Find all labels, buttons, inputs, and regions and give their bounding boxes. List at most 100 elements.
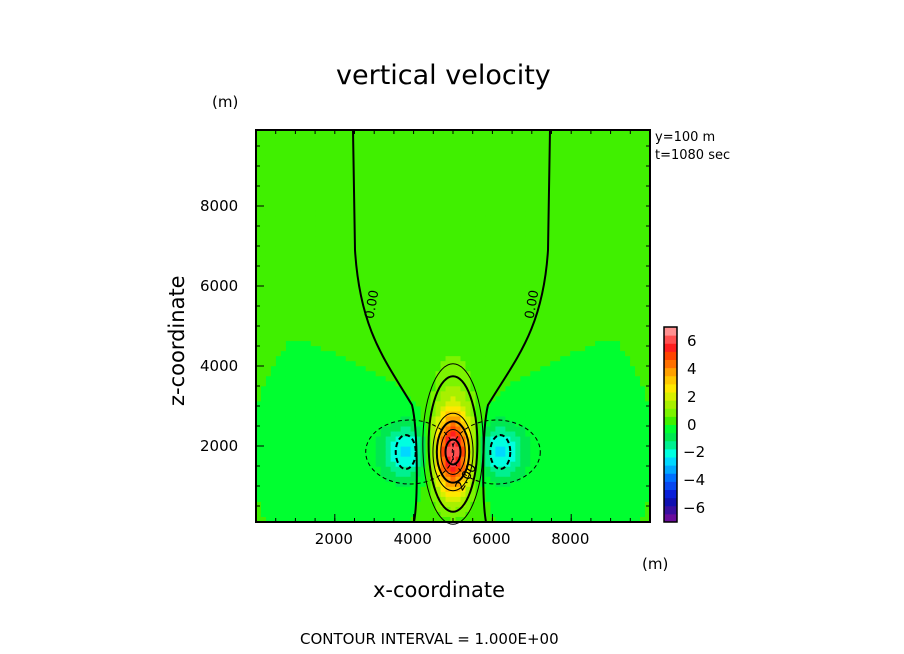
field-cell	[510, 436, 516, 443]
field-cell	[380, 135, 387, 141]
field-cell	[485, 225, 492, 232]
annotation-y: y=100 m	[655, 130, 716, 145]
field-cell	[490, 366, 496, 372]
field-cell	[390, 431, 397, 438]
field-cell	[370, 160, 377, 166]
field-cell	[445, 225, 452, 232]
field-cell	[270, 170, 277, 176]
field-cell	[570, 135, 576, 141]
field-cell	[265, 421, 272, 428]
field-cell	[405, 351, 412, 357]
field-cell	[445, 210, 452, 217]
field-cell	[550, 451, 556, 458]
field-cell	[300, 436, 307, 443]
field-cell	[280, 356, 287, 362]
field-cell	[310, 180, 317, 186]
field-cell	[510, 295, 516, 302]
field-cell	[565, 381, 571, 387]
field-cell	[470, 225, 477, 232]
field-cell	[395, 235, 402, 242]
field-cell	[300, 441, 307, 448]
field-cell	[365, 496, 372, 503]
field-cell	[555, 401, 561, 408]
field-cell	[395, 471, 402, 478]
field-cell	[315, 195, 322, 201]
field-cell	[510, 280, 516, 287]
field-cell	[505, 310, 511, 317]
field-cell	[270, 351, 277, 357]
field-cell	[310, 205, 317, 212]
field-cell	[305, 346, 312, 352]
field-cell	[290, 511, 297, 518]
field-cell	[370, 250, 377, 257]
field-cell	[395, 160, 402, 166]
field-cell	[435, 320, 442, 327]
field-cell	[295, 200, 302, 206]
field-cell	[445, 130, 452, 136]
field-cell	[370, 411, 377, 418]
field-cell	[530, 511, 536, 518]
field-cell	[345, 341, 352, 347]
field-cell	[405, 175, 412, 181]
field-cell	[490, 295, 496, 302]
field-cell	[280, 481, 287, 488]
field-cell	[435, 396, 442, 402]
field-cell	[435, 300, 442, 307]
field-cell	[270, 416, 277, 423]
field-cell	[450, 155, 457, 161]
field-cell	[425, 260, 432, 267]
field-cell	[370, 255, 377, 262]
field-cell	[305, 255, 312, 262]
field-cell	[465, 366, 472, 372]
field-cell	[400, 421, 407, 428]
field-cell	[540, 511, 546, 518]
field-cell	[490, 170, 496, 176]
field-cell	[520, 160, 526, 166]
field-cell	[420, 416, 427, 423]
field-cell	[415, 481, 422, 488]
field-cell	[355, 270, 362, 277]
field-cell	[365, 376, 372, 382]
field-cell	[445, 416, 452, 423]
field-cell	[495, 320, 501, 327]
field-cell	[380, 320, 387, 327]
field-cell	[425, 235, 432, 242]
field-cell	[550, 371, 556, 377]
field-cell	[415, 441, 422, 448]
field-cell	[315, 506, 322, 513]
field-cell	[495, 295, 501, 302]
field-cell	[325, 265, 332, 272]
field-cell	[445, 195, 452, 201]
field-cell	[350, 421, 357, 428]
field-cell	[280, 516, 287, 523]
field-cell	[305, 351, 312, 357]
field-cell	[430, 511, 437, 518]
field-cell	[510, 406, 516, 413]
field-cell	[340, 175, 347, 181]
field-cell	[385, 200, 392, 206]
field-cell	[330, 230, 337, 237]
field-cell	[540, 506, 546, 513]
field-cell	[340, 336, 347, 342]
field-cell	[310, 295, 317, 302]
field-cell	[460, 305, 467, 312]
field-cell	[280, 431, 287, 438]
field-cell	[390, 275, 397, 282]
field-cell	[370, 280, 377, 287]
field-cell	[535, 265, 541, 272]
field-cell	[480, 155, 487, 161]
field-cell	[485, 371, 492, 377]
field-cell	[440, 155, 447, 161]
field-cell	[545, 366, 551, 372]
field-cell	[390, 336, 397, 342]
field-cell	[295, 371, 302, 377]
field-cell	[480, 175, 487, 181]
field-cell	[435, 140, 442, 146]
field-cell	[545, 265, 551, 272]
field-cell	[360, 280, 367, 287]
field-cell	[380, 285, 387, 292]
field-cell	[440, 421, 447, 428]
field-cell	[445, 165, 452, 171]
field-cell	[500, 511, 506, 518]
field-cell	[500, 341, 506, 347]
